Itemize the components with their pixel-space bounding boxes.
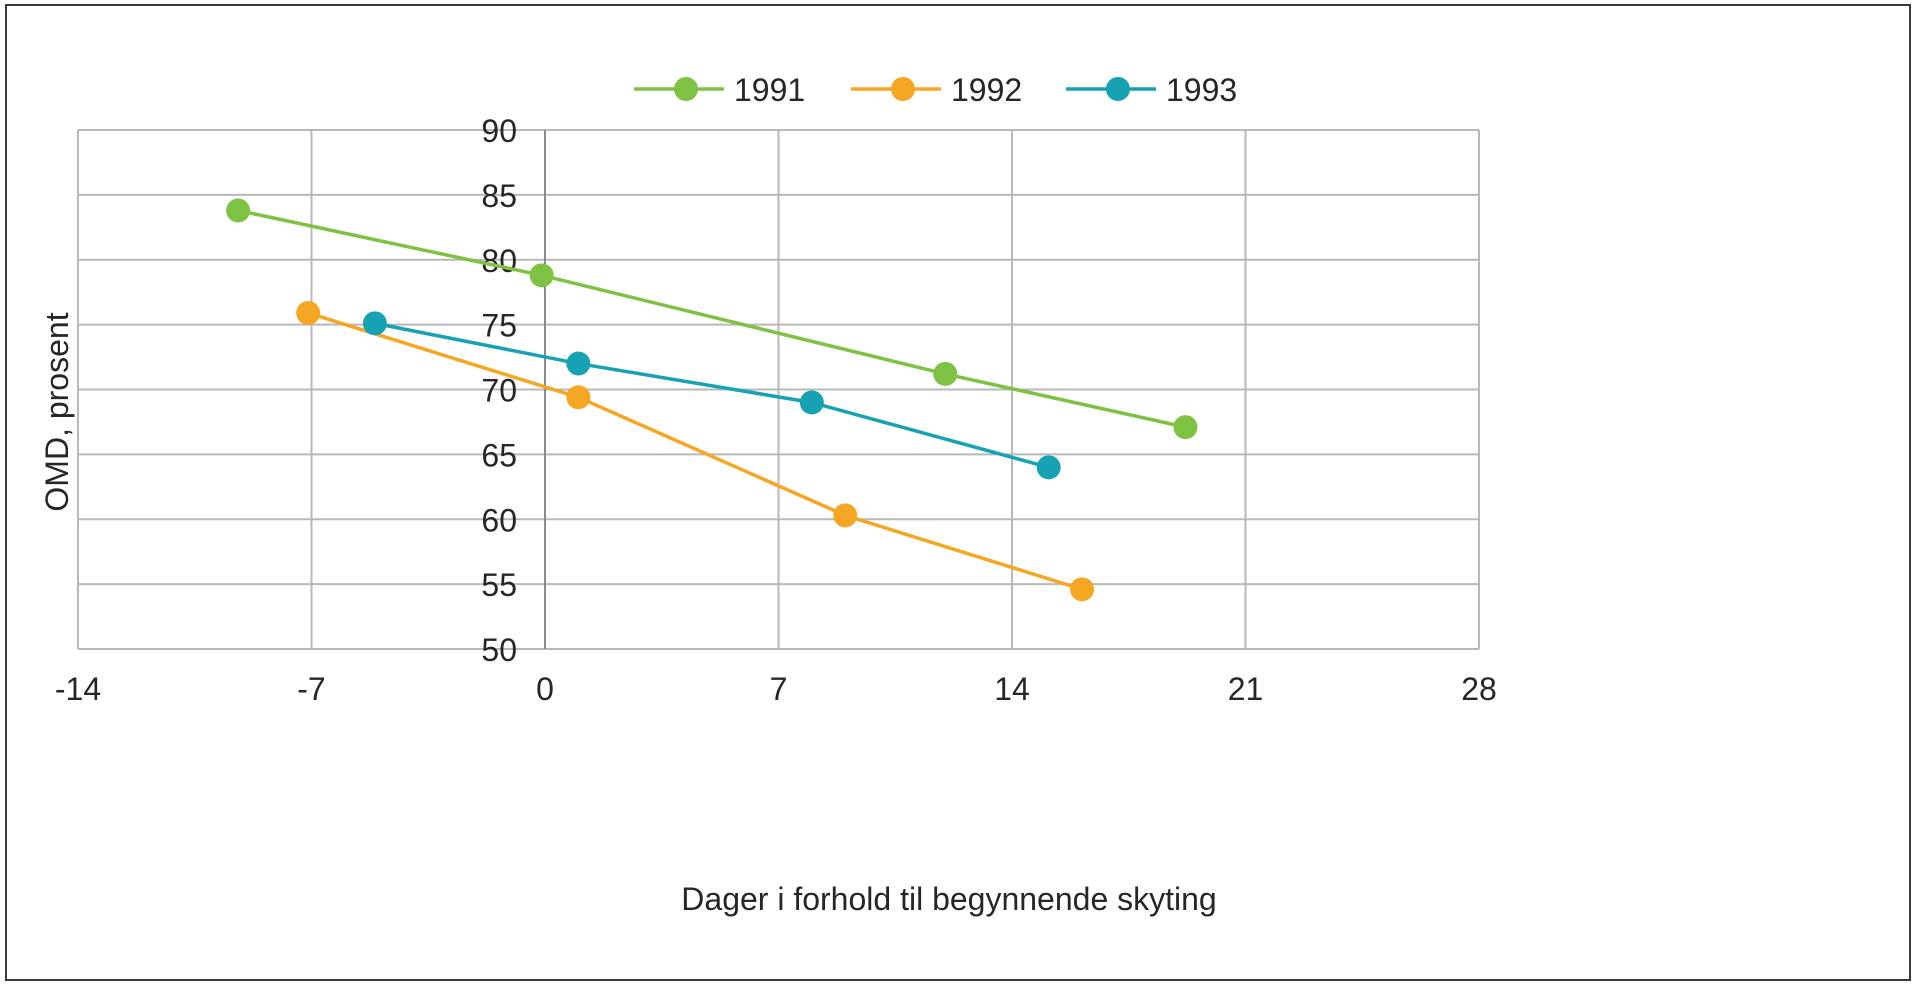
x-axis-title: Dager i forhold til begynnende skyting (681, 881, 1216, 917)
legend-marker (891, 77, 915, 101)
series-line-1993 (374, 321, 1050, 470)
x-tick-label: -7 (297, 671, 325, 707)
data-point-1991 (529, 263, 554, 288)
y-axis-title: OMD, prosent (39, 312, 75, 511)
y-tick-label: 85 (481, 178, 517, 214)
data-point-1991 (1173, 415, 1198, 440)
y-tick-label: 90 (481, 113, 517, 149)
legend-label: 1992 (951, 72, 1022, 108)
legend-label: 1993 (1166, 72, 1237, 108)
x-tick-labels: -14 -7 0 7 14 21 28 (55, 671, 1497, 707)
legend: 1991 1992 1993 (634, 72, 1237, 108)
data-point-1993 (799, 390, 824, 415)
y-tick-labels: 50 55 60 65 70 75 80 85 90 (481, 113, 517, 668)
data-point-1991 (933, 361, 958, 386)
data-point-1992 (833, 503, 858, 528)
series-line-1992 (307, 311, 1083, 591)
legend-marker (674, 77, 698, 101)
series-1991 (226, 198, 1198, 440)
x-tick-label: 28 (1461, 671, 1497, 707)
data-point-1993 (362, 311, 387, 336)
x-tick-label: 0 (536, 671, 554, 707)
series-1993 (362, 311, 1061, 480)
series-line-1991 (237, 208, 1186, 429)
data-point-1993 (1036, 455, 1061, 480)
legend-item-1993: 1993 (1066, 72, 1237, 108)
x-tick-label: 7 (770, 671, 788, 707)
data-point-1993 (566, 351, 591, 376)
y-tick-label: 70 (481, 373, 517, 409)
series-1992 (296, 300, 1095, 602)
y-tick-label: 65 (481, 437, 517, 473)
legend-label: 1991 (734, 72, 805, 108)
legend-marker (1106, 77, 1130, 101)
chart-frame (5, 4, 1911, 981)
grid (77, 129, 1480, 650)
x-tick-label: 21 (1228, 671, 1264, 707)
data-point-1992 (296, 300, 321, 325)
legend-item-1992: 1992 (851, 72, 1022, 108)
x-tick-label: -14 (55, 671, 101, 707)
legend-item-1991: 1991 (634, 72, 805, 108)
y-tick-label: 55 (481, 567, 517, 603)
y-tick-label: 80 (481, 243, 517, 279)
data-point-1992 (566, 385, 591, 410)
y-tick-label: 75 (481, 308, 517, 344)
data-point-1991 (226, 198, 251, 223)
x-tick-label: 14 (994, 671, 1030, 707)
y-tick-label: 60 (481, 502, 517, 538)
data-point-1992 (1070, 577, 1095, 602)
y-tick-label: 50 (481, 632, 517, 668)
series (226, 198, 1198, 602)
